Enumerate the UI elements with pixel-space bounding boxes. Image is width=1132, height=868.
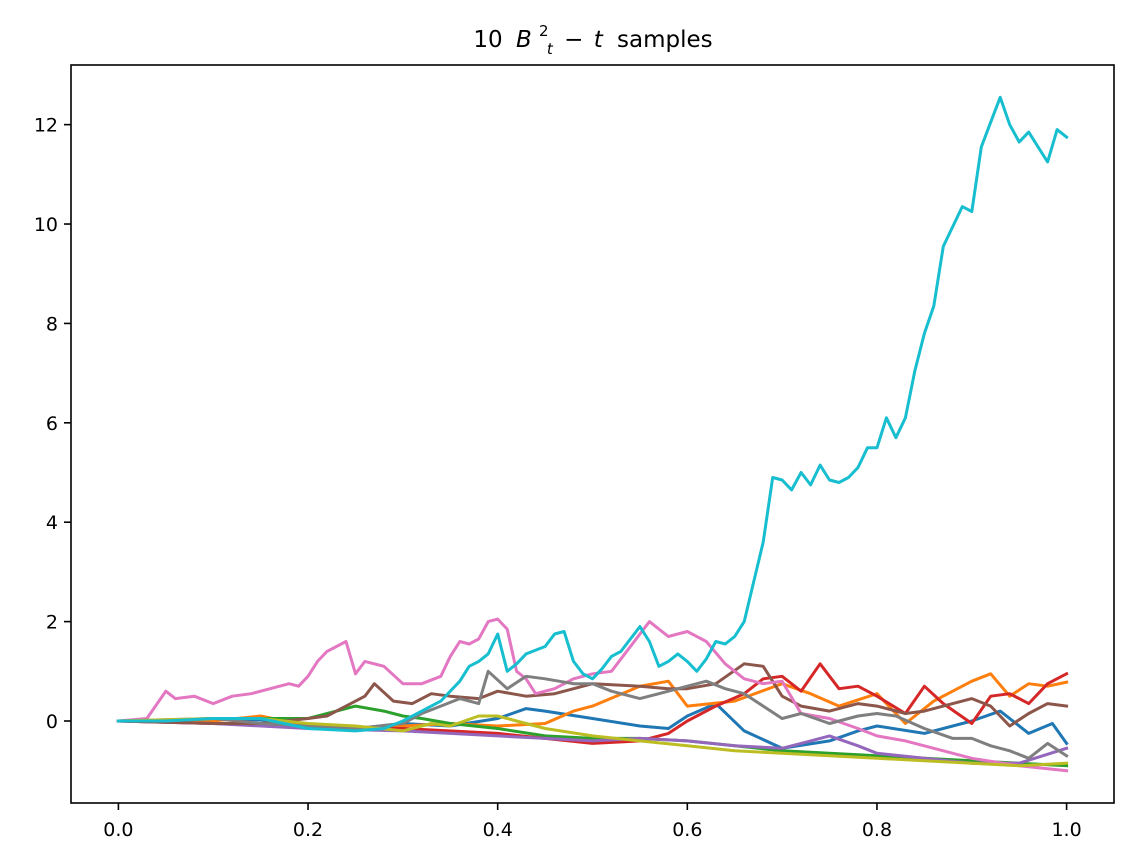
y-tick-label: 10 <box>34 214 58 236</box>
title-minus: − <box>564 27 583 53</box>
title-variable: t <box>594 27 604 53</box>
series-line-6 <box>116 662 1069 728</box>
series-line-7 <box>116 617 1069 773</box>
y-tick-label: 6 <box>46 413 58 435</box>
x-tick-label: 0.6 <box>672 819 702 841</box>
y-tick-label: 4 <box>46 512 58 534</box>
series-line-10 <box>116 95 1069 733</box>
x-axis-ticks: 0.0 0.2 0.4 0.6 0.8 1.0 <box>103 803 1082 841</box>
y-tick-label: 8 <box>46 313 58 335</box>
y-axis-ticks: 0 2 4 6 8 10 12 <box>34 115 71 733</box>
x-tick-label: 0.2 <box>293 819 323 841</box>
y-tick-label: 2 <box>46 612 58 634</box>
plot-frame <box>70 64 1115 804</box>
title-suffix: samples <box>617 27 713 53</box>
y-tick-label: 12 <box>34 115 58 137</box>
y-tick-label: 0 <box>46 711 58 733</box>
series-line-8 <box>116 669 1069 760</box>
x-tick-label: 0.8 <box>862 819 892 841</box>
x-tick-label: 0.0 <box>103 819 133 841</box>
x-tick-label: 1.0 <box>1051 819 1081 841</box>
title-subscript: t <box>547 40 554 58</box>
chart-title: 10 B 2 t − t samples <box>473 16 712 60</box>
title-superscript: 2 <box>539 22 549 40</box>
title-count: 10 <box>473 27 502 53</box>
x-tick-label: 0.4 <box>483 819 513 841</box>
series-layer <box>116 95 1069 773</box>
title-symbol: B <box>516 27 532 53</box>
series-line-9 <box>116 714 1069 768</box>
